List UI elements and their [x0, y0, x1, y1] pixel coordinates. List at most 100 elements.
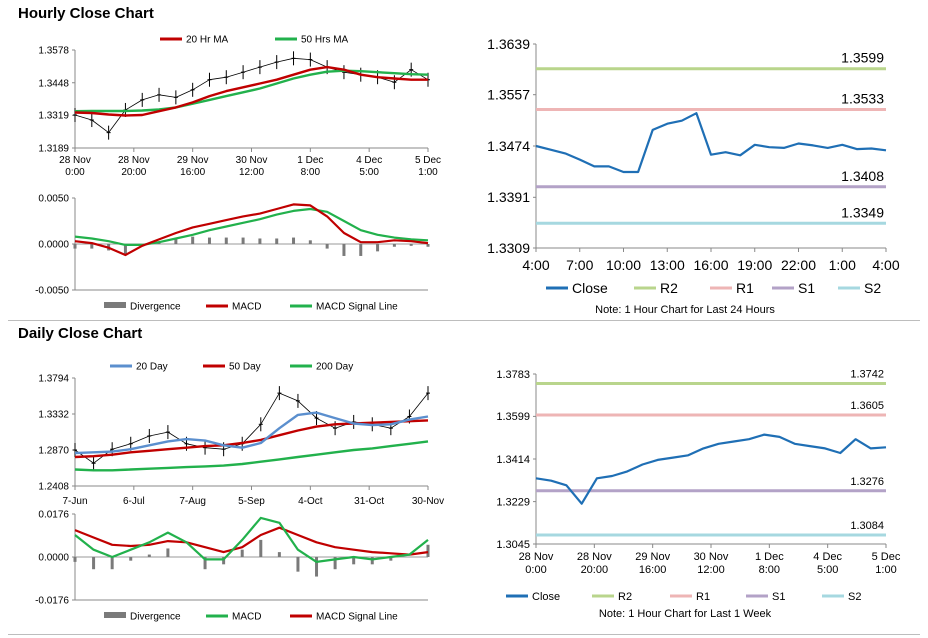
daily-macd-chart: 0.0176 0.0000 -0.0176 Divergence MACD MACD Si… [35, 510, 430, 623]
y-tick-label: 1.3332 [38, 410, 69, 421]
y-tick-label: 1.3391 [487, 189, 530, 205]
y-tick-label: 0.0000 [38, 553, 69, 564]
close-line [535, 433, 887, 505]
level-label: 1.3742 [850, 368, 884, 380]
level-label: 1.3599 [841, 50, 884, 66]
x-tick-label: 5 Dec [872, 551, 901, 563]
legend-label: Divergence [130, 612, 181, 623]
daily-price-chart: 1.3794 1.3332 1.2870 1.2408 7-Jun 6-Jul 7-Aug 5… [38, 362, 444, 508]
y-tick-label: 0.0050 [38, 194, 69, 205]
level-label: 1.3084 [850, 520, 884, 532]
y-tick-label: -0.0050 [35, 286, 69, 297]
x-tick-label: 4 Dec [356, 155, 382, 166]
x-tick-label: 0:00 [525, 564, 546, 576]
legend-label: 20 Day [136, 362, 168, 373]
y-tick-label: 1.3045 [496, 539, 530, 551]
x-tick-label: 5-Sep [238, 496, 265, 507]
x-tick-label: 1 Dec [297, 155, 323, 166]
level-label: 1.3605 [850, 400, 884, 412]
y-tick-label: 1.3309 [487, 240, 530, 256]
hourly-24h-chart: 1.3639 1.3557 1.3474 1.3391 1.3309 4:00 7:00 10… [487, 36, 900, 296]
legend-label: MACD Signal Line [316, 612, 398, 623]
legend-label: S1 [772, 591, 785, 603]
legend-label: R1 [696, 591, 710, 603]
x-tick-label: 12:00 [697, 564, 725, 576]
section-divider [8, 320, 920, 321]
x-tick-label: 1:00 [418, 167, 438, 178]
x-tick-label: 20:00 [581, 564, 609, 576]
legend-label: MACD [232, 612, 261, 623]
x-tick-label: 30 Nov [236, 155, 268, 166]
x-tick-label: 10:00 [606, 257, 641, 273]
x-tick-label: 16:00 [180, 167, 205, 178]
close-line [535, 112, 887, 174]
x-tick-label: 28 Nov [577, 551, 612, 563]
y-tick-label: 1.3639 [487, 36, 530, 52]
x-tick-label: 31-Oct [354, 496, 384, 507]
legend-label: 50 Hrs MA [301, 35, 349, 46]
legend-swatch [104, 302, 126, 308]
x-tick-label: 29 Nov [635, 551, 670, 563]
macd-line [74, 207, 429, 247]
x-tick-label: 19:00 [737, 257, 772, 273]
x-tick-label: 28 Nov [59, 155, 91, 166]
level-label: 1.3408 [841, 168, 884, 184]
legend-label: R2 [660, 280, 678, 296]
y-tick-label: 1.3319 [38, 111, 69, 122]
y-tick-label: 1.2408 [38, 482, 69, 493]
hourly-section-title: Hourly Close Chart [18, 5, 154, 22]
x-tick-label: 5:00 [817, 564, 838, 576]
legend-label: MACD Signal Line [316, 302, 398, 313]
y-tick-label: 1.3229 [496, 496, 530, 508]
x-tick-label: 6-Jul [123, 496, 145, 507]
legend-swatch [104, 612, 126, 618]
x-tick-label: 20:00 [121, 167, 146, 178]
price-line [74, 57, 429, 133]
y-tick-label: 1.3448 [38, 78, 69, 89]
legend-label: MACD [232, 302, 261, 313]
level-label: 1.3276 [850, 476, 884, 488]
y-tick-label: 1.3474 [487, 138, 530, 154]
legend-label: 50 Day [229, 362, 261, 373]
x-tick-label: 7-Jun [62, 496, 87, 507]
y-tick-label: 1.3414 [496, 454, 530, 466]
legend-label: R1 [736, 280, 754, 296]
y-tick-label: 1.3578 [38, 46, 69, 57]
x-tick-label: 8:00 [301, 167, 321, 178]
daily-section-title: Daily Close Chart [18, 325, 143, 342]
macd-line [74, 203, 429, 257]
ma-line [74, 65, 428, 117]
x-tick-label: 7:00 [566, 257, 593, 273]
legend-label: S1 [798, 280, 815, 296]
legend-label: 20 Hr MA [186, 35, 229, 46]
ma-line [74, 411, 429, 455]
level-label: 1.3349 [841, 204, 884, 220]
y-tick-label: 1.3189 [38, 144, 69, 155]
daily-week-chart: 1.3783 1.3599 1.3414 1.3229 1.3045 28 Nov 0:00… [496, 368, 901, 603]
level-label: 1.3533 [841, 91, 884, 107]
y-tick-label: 1.2870 [38, 446, 69, 457]
y-tick-label: 1.3783 [496, 369, 530, 381]
y-tick-label: -0.0176 [35, 596, 69, 607]
ma-line [74, 69, 429, 113]
x-tick-label: 4:00 [872, 257, 899, 273]
hourly-macd-chart: 0.0050 0.0000 -0.0050 Divergence MACD MACD Si… [35, 194, 430, 313]
x-tick-label: 29 Nov [177, 155, 209, 166]
bottom-divider [8, 634, 920, 635]
x-tick-label: 4-Oct [298, 496, 323, 507]
legend-label: Divergence [130, 302, 181, 313]
x-tick-label: 5:00 [359, 167, 379, 178]
x-tick-label: 7-Aug [179, 496, 206, 507]
x-tick-label: 12:00 [239, 167, 264, 178]
x-tick-label: 1:00 [829, 257, 856, 273]
y-tick-label: 0.0000 [38, 240, 69, 251]
y-tick-label: 1.3557 [487, 87, 530, 103]
x-tick-label: 16:00 [639, 564, 667, 576]
legend-label: 200 Day [316, 362, 353, 373]
x-tick-label: 16:00 [693, 257, 728, 273]
x-tick-label: 30-Nov [412, 496, 444, 507]
x-tick-label: 1:00 [875, 564, 896, 576]
x-tick-label: 8:00 [759, 564, 780, 576]
x-tick-label: 4 Dec [813, 551, 842, 563]
y-tick-label: 1.3599 [496, 411, 530, 423]
